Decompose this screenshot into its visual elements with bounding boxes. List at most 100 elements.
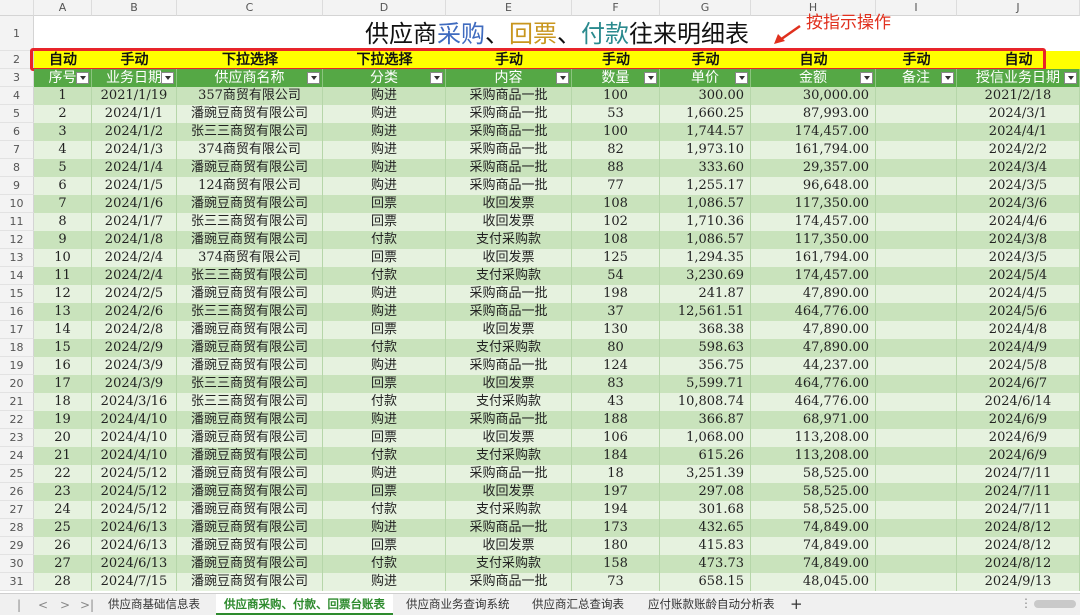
table-cell[interactable]: 113,208.00 xyxy=(751,429,876,447)
table-cell[interactable]: 106 xyxy=(572,429,660,447)
table-cell[interactable]: 2024/5/6 xyxy=(957,303,1080,321)
row-header[interactable]: 30 xyxy=(0,555,34,573)
table-cell[interactable]: 2024/7/11 xyxy=(957,501,1080,519)
table-cell[interactable]: 采购商品一批 xyxy=(446,411,572,429)
table-cell[interactable]: 47,890.00 xyxy=(751,321,876,339)
table-cell[interactable]: 2024/4/10 xyxy=(92,411,177,429)
table-cell[interactable]: 2024/5/12 xyxy=(92,465,177,483)
table-cell[interactable]: 44,237.00 xyxy=(751,357,876,375)
table-cell[interactable]: 张三三商贸有限公司 xyxy=(177,123,323,141)
table-cell[interactable]: 125 xyxy=(572,249,660,267)
table-cell[interactable]: 47,890.00 xyxy=(751,339,876,357)
table-cell[interactable]: 2024/4/6 xyxy=(957,213,1080,231)
table-cell[interactable]: 2024/2/4 xyxy=(92,267,177,285)
table-cell[interactable] xyxy=(876,249,957,267)
table-cell[interactable]: 357商贸有限公司 xyxy=(177,87,323,105)
table-cell[interactable]: 支付采购款 xyxy=(446,447,572,465)
table-cell[interactable]: 1,973.10 xyxy=(660,141,751,159)
table-cell[interactable] xyxy=(876,537,957,555)
filter-dropdown-icon[interactable] xyxy=(860,72,873,84)
table-cell[interactable]: 潘豌豆商贸有限公司 xyxy=(177,357,323,375)
input-mode-cell[interactable]: 手动 xyxy=(446,51,572,69)
table-cell[interactable]: 2024/8/12 xyxy=(957,519,1080,537)
row-header[interactable]: 2 xyxy=(0,51,34,69)
table-cell[interactable]: 2024/3/9 xyxy=(92,357,177,375)
table-cell[interactable]: 161,794.00 xyxy=(751,249,876,267)
table-cell[interactable]: 58,525.00 xyxy=(751,465,876,483)
table-cell[interactable]: 2024/1/6 xyxy=(92,195,177,213)
table-cell[interactable]: 24 xyxy=(34,501,92,519)
table-cell[interactable]: 658.15 xyxy=(660,573,751,591)
table-cell[interactable]: 108 xyxy=(572,195,660,213)
table-cell[interactable]: 购进 xyxy=(323,141,446,159)
table-cell[interactable]: 2024/7/11 xyxy=(957,483,1080,501)
table-cell[interactable]: 14 xyxy=(34,321,92,339)
table-cell[interactable]: 2024/5/4 xyxy=(957,267,1080,285)
row-header[interactable]: 31 xyxy=(0,573,34,591)
table-cell[interactable]: 回票 xyxy=(323,249,446,267)
sheet-nav-button[interactable]: < xyxy=(37,598,49,612)
table-cell[interactable]: 1,744.57 xyxy=(660,123,751,141)
table-cell[interactable]: 58,525.00 xyxy=(751,501,876,519)
table-cell[interactable]: 收回发票 xyxy=(446,213,572,231)
table-cell[interactable] xyxy=(876,213,957,231)
table-header-cell[interactable]: 备注 xyxy=(876,69,957,87)
table-cell[interactable]: 2024/1/8 xyxy=(92,231,177,249)
table-cell[interactable]: 73 xyxy=(572,573,660,591)
table-cell[interactable]: 3,251.39 xyxy=(660,465,751,483)
table-cell[interactable]: 23 xyxy=(34,483,92,501)
table-cell[interactable]: 2024/3/1 xyxy=(957,105,1080,123)
table-cell[interactable] xyxy=(876,465,957,483)
table-cell[interactable]: 174,457.00 xyxy=(751,123,876,141)
table-cell[interactable]: 598.63 xyxy=(660,339,751,357)
row-header[interactable]: 11 xyxy=(0,213,34,231)
table-cell[interactable]: 2024/8/12 xyxy=(957,555,1080,573)
table-cell[interactable]: 采购商品一批 xyxy=(446,87,572,105)
more-icon[interactable]: ⋮ xyxy=(1020,596,1032,610)
table-cell[interactable]: 收回发票 xyxy=(446,321,572,339)
table-cell[interactable]: 58,525.00 xyxy=(751,483,876,501)
table-cell[interactable]: 2024/3/9 xyxy=(92,375,177,393)
table-header-cell[interactable]: 数量 xyxy=(572,69,660,87)
table-cell[interactable]: 37 xyxy=(572,303,660,321)
table-cell[interactable]: 支付采购款 xyxy=(446,267,572,285)
table-cell[interactable]: 购进 xyxy=(323,123,446,141)
table-cell[interactable]: 100 xyxy=(572,123,660,141)
table-cell[interactable]: 1,068.00 xyxy=(660,429,751,447)
row-header[interactable]: 24 xyxy=(0,447,34,465)
table-cell[interactable]: 潘豌豆商贸有限公司 xyxy=(177,411,323,429)
table-cell[interactable] xyxy=(876,303,957,321)
row-header[interactable]: 7 xyxy=(0,141,34,159)
column-header[interactable]: D xyxy=(323,0,446,16)
table-cell[interactable]: 174,457.00 xyxy=(751,213,876,231)
table-cell[interactable]: 采购商品一批 xyxy=(446,573,572,591)
table-cell[interactable]: 241.87 xyxy=(660,285,751,303)
table-cell[interactable] xyxy=(876,357,957,375)
table-cell[interactable]: 2024/6/13 xyxy=(92,555,177,573)
table-cell[interactable]: 2024/6/13 xyxy=(92,519,177,537)
table-cell[interactable]: 197 xyxy=(572,483,660,501)
table-cell[interactable]: 6 xyxy=(34,177,92,195)
table-cell[interactable] xyxy=(876,447,957,465)
table-cell[interactable]: 83 xyxy=(572,375,660,393)
table-cell[interactable]: 2024/2/6 xyxy=(92,303,177,321)
table-cell[interactable]: 300.00 xyxy=(660,87,751,105)
table-cell[interactable]: 张三三商贸有限公司 xyxy=(177,267,323,285)
table-cell[interactable]: 374商贸有限公司 xyxy=(177,249,323,267)
table-cell[interactable]: 张三三商贸有限公司 xyxy=(177,303,323,321)
table-header-cell[interactable]: 业务日期 xyxy=(92,69,177,87)
table-cell[interactable]: 潘豌豆商贸有限公司 xyxy=(177,195,323,213)
filter-dropdown-icon[interactable] xyxy=(941,72,954,84)
table-cell[interactable]: 张三三商贸有限公司 xyxy=(177,375,323,393)
table-cell[interactable]: 20 xyxy=(34,429,92,447)
table-cell[interactable]: 购进 xyxy=(323,303,446,321)
table-cell[interactable]: 采购商品一批 xyxy=(446,357,572,375)
table-cell[interactable]: 购进 xyxy=(323,573,446,591)
table-cell[interactable]: 回票 xyxy=(323,537,446,555)
table-cell[interactable]: 2024/4/10 xyxy=(92,447,177,465)
table-cell[interactable]: 支付采购款 xyxy=(446,339,572,357)
row-header[interactable]: 5 xyxy=(0,105,34,123)
table-cell[interactable]: 615.26 xyxy=(660,447,751,465)
column-header[interactable]: C xyxy=(177,0,323,16)
table-cell[interactable]: 184 xyxy=(572,447,660,465)
